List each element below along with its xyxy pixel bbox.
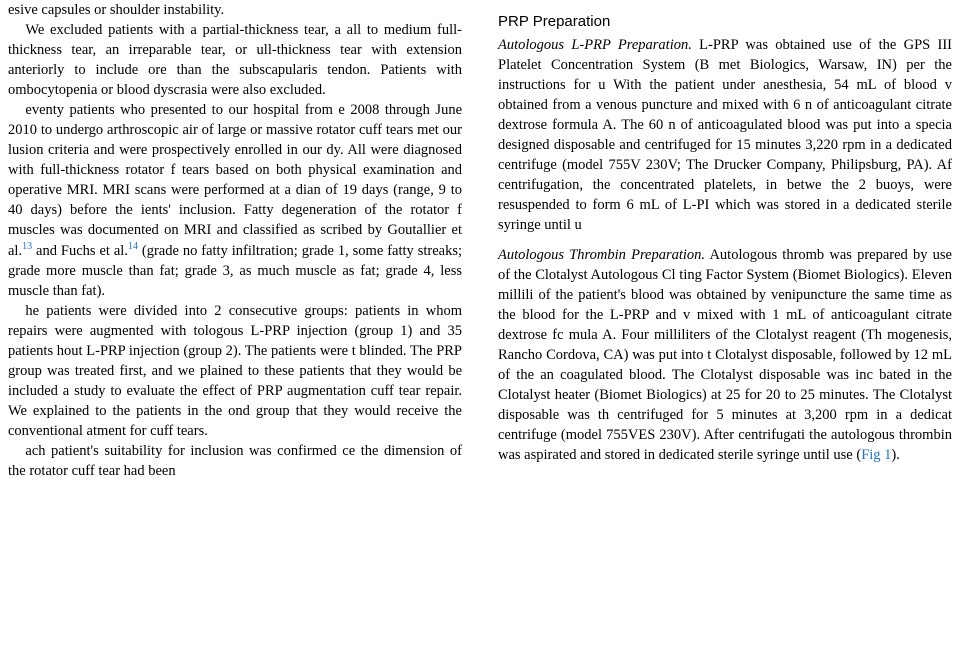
- lprp-runin-heading: Autologous L-PRP Preparation.: [498, 37, 692, 53]
- thrombin-runin-heading: Autologous Thrombin Preparation.: [498, 247, 705, 263]
- reference-14[interactable]: 14: [128, 241, 138, 252]
- right-column: PRP Preparation Autologous L-PRP Prepara…: [492, 0, 952, 665]
- figure-1-link[interactable]: Fig 1: [861, 447, 891, 463]
- enrollment-paragraph: eventy patients who presented to our hos…: [8, 100, 462, 301]
- text-span: Autologous thromb was prepared by use of…: [498, 247, 952, 463]
- suitability-paragraph: ach patient's suitability for inclusion …: [8, 441, 462, 481]
- exclusion-paragraph: We excluded patients with a partial-thic…: [8, 20, 462, 100]
- text-span: L-PRP was obtained use of the GPS III Pl…: [498, 37, 952, 233]
- text-span: ).: [891, 447, 899, 463]
- text-span: and Fuchs et al.: [32, 243, 128, 259]
- reference-13[interactable]: 13: [22, 241, 32, 252]
- lprp-preparation-paragraph: Autologous L-PRP Preparation. L-PRP was …: [498, 35, 952, 235]
- thrombin-preparation-paragraph: Autologous Thrombin Preparation. Autolog…: [498, 245, 952, 465]
- prp-preparation-heading: PRP Preparation: [498, 12, 952, 33]
- left-column: esive capsules or shoulder instability. …: [8, 0, 468, 665]
- paragraph-trail: esive capsules or shoulder instability.: [8, 0, 462, 20]
- text-span: eventy patients who presented to our hos…: [8, 102, 462, 259]
- groups-paragraph: he patients were divided into 2 consecut…: [8, 301, 462, 441]
